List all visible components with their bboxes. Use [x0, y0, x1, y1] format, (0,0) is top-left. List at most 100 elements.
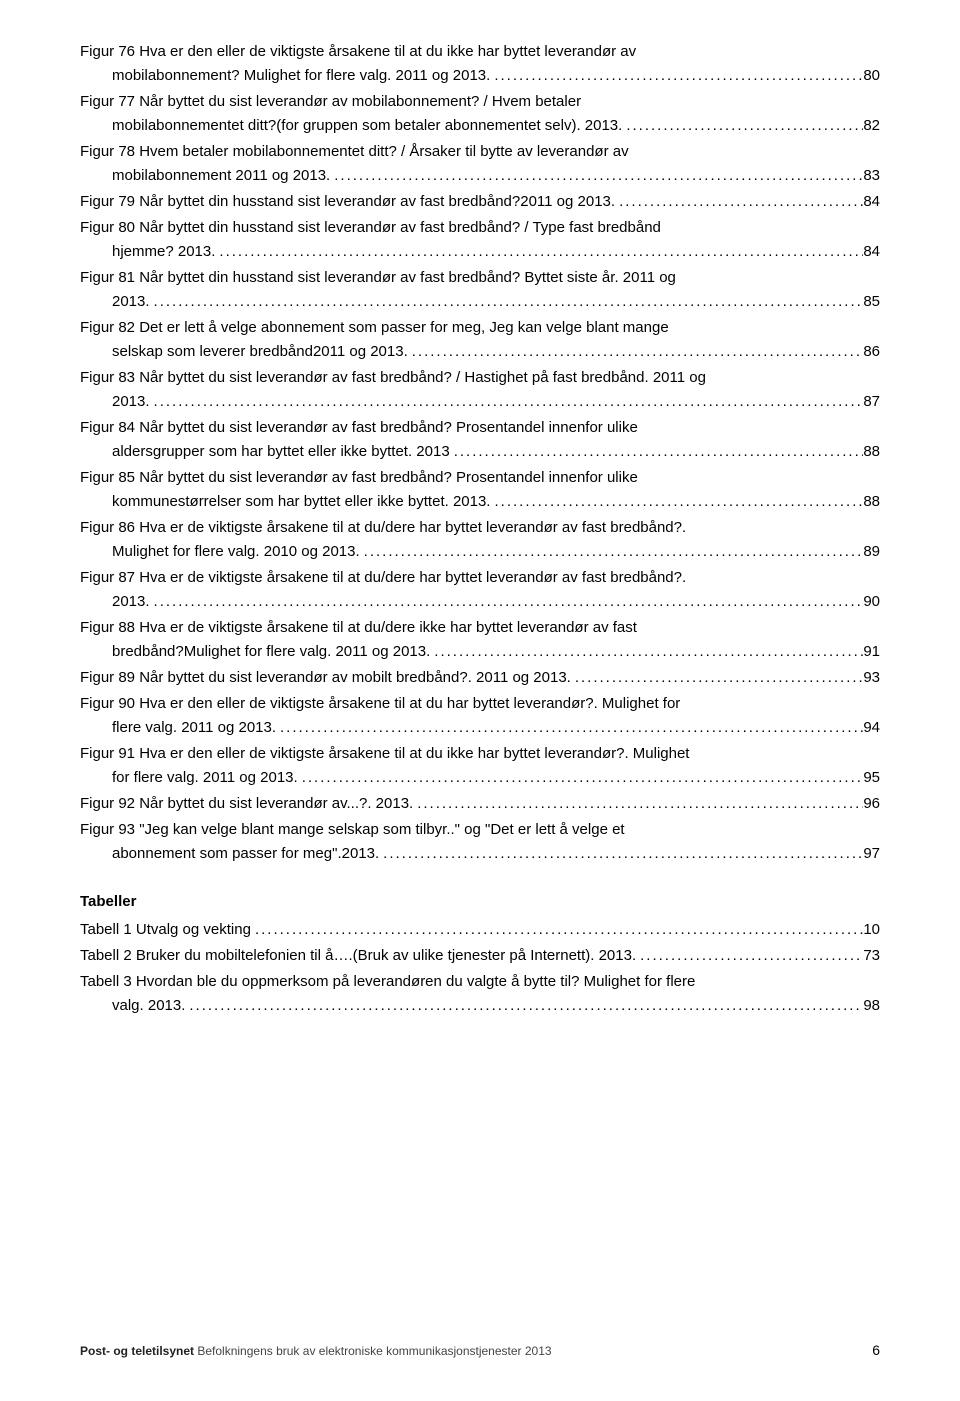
toc-page: 89	[863, 540, 880, 564]
toc-line-cont: mobilabonnement? Mulighet for flere valg…	[80, 64, 880, 88]
toc-content: Figur 76 Hva er den eller de viktigste å…	[80, 40, 880, 866]
toc-leader: ........................................…	[379, 842, 863, 866]
toc-line: Figur 79 Når byttet din husstand sist le…	[80, 190, 880, 214]
toc-page: 10	[863, 918, 880, 942]
toc-line: Figur 82 Det er lett å velge abonnement …	[80, 316, 880, 340]
toc-page: 98	[863, 994, 880, 1018]
page-number: 6	[872, 1339, 880, 1361]
toc-leader: ........................................…	[330, 164, 863, 188]
toc-entry: Figur 88 Hva er de viktigste årsakene ti…	[80, 616, 880, 664]
toc-text: hjemme? 2013.	[112, 240, 215, 264]
toc-line: Figur 78 Hvem betaler mobilabonnementet …	[80, 140, 880, 164]
toc-text: bredbånd?Mulighet for flere valg. 2011 o…	[112, 640, 430, 664]
toc-text: Figur 79 Når byttet din husstand sist le…	[80, 190, 615, 214]
tables-list: Tabell 1 Utvalg og vekting..............…	[80, 918, 880, 1018]
toc-entry: Figur 91 Hva er den eller de viktigste å…	[80, 742, 880, 790]
toc-text: 2013.	[112, 590, 150, 614]
toc-entry: Figur 81 Når byttet din husstand sist le…	[80, 266, 880, 314]
toc-line: Figur 88 Hva er de viktigste årsakene ti…	[80, 616, 880, 640]
toc-line-cont: kommunestørrelser som har byttet eller i…	[80, 490, 880, 514]
toc-line-cont: valg. 2013..............................…	[80, 994, 880, 1018]
toc-page: 84	[863, 240, 880, 264]
toc-line: Figur 77 Når byttet du sist leverandør a…	[80, 90, 880, 114]
toc-line-cont: Mulighet for flere valg. 2010 og 2013...…	[80, 540, 880, 564]
tables-heading: Tabeller	[80, 890, 880, 914]
toc-text: selskap som leverer bredbånd2011 og 2013…	[112, 340, 408, 364]
toc-leader: ........................................…	[251, 918, 863, 942]
toc-line: Figur 90 Hva er den eller de viktigste å…	[80, 692, 880, 716]
toc-page: 95	[863, 766, 880, 790]
toc-leader: ........................................…	[430, 640, 863, 664]
toc-leader: ........................................…	[276, 716, 863, 740]
toc-line-cont: mobilabonnement 2011 og 2013............…	[80, 164, 880, 188]
toc-page: 90	[863, 590, 880, 614]
toc-leader: ........................................…	[450, 440, 864, 464]
toc-entry: Figur 84 Når byttet du sist leverandør a…	[80, 416, 880, 464]
toc-line: Figur 85 Når byttet du sist leverandør a…	[80, 466, 880, 490]
toc-line: Figur 91 Hva er den eller de viktigste å…	[80, 742, 880, 766]
toc-line: Figur 81 Når byttet din husstand sist le…	[80, 266, 880, 290]
toc-line: Figur 89 Når byttet du sist leverandør a…	[80, 666, 880, 690]
toc-line: Figur 93 "Jeg kan velge blant mange sels…	[80, 818, 880, 842]
toc-line: Tabell 2 Bruker du mobiltelefonien til å…	[80, 944, 880, 968]
toc-line: Figur 86 Hva er de viktigste årsakene ti…	[80, 516, 880, 540]
toc-entry: Figur 79 Når byttet din husstand sist le…	[80, 190, 880, 214]
toc-page: 88	[863, 440, 880, 464]
toc-line: Tabell 1 Utvalg og vekting..............…	[80, 918, 880, 942]
toc-page: 84	[863, 190, 880, 214]
toc-text: 2013.	[112, 290, 150, 314]
toc-line-cont: flere valg. 2011 og 2013................…	[80, 716, 880, 740]
toc-entry: Figur 77 Når byttet du sist leverandør a…	[80, 90, 880, 138]
toc-page: 91	[863, 640, 880, 664]
toc-entry: Tabell 2 Bruker du mobiltelefonien til å…	[80, 944, 880, 968]
toc-leader: ........................................…	[622, 114, 863, 138]
toc-line: Figur 92 Når byttet du sist leverandør a…	[80, 792, 880, 816]
toc-leader: ........................................…	[150, 390, 864, 414]
toc-leader: ........................................…	[615, 190, 863, 214]
toc-text: Tabell 1 Utvalg og vekting	[80, 918, 251, 942]
toc-entry: Figur 78 Hvem betaler mobilabonnementet …	[80, 140, 880, 188]
toc-page: 80	[863, 64, 880, 88]
toc-page: 73	[863, 944, 880, 968]
toc-text: 2013.	[112, 390, 150, 414]
toc-entry: Figur 89 Når byttet du sist leverandør a…	[80, 666, 880, 690]
toc-entry: Tabell 3 Hvordan ble du oppmerksom på le…	[80, 970, 880, 1018]
toc-text: Figur 92 Når byttet du sist leverandør a…	[80, 792, 413, 816]
toc-leader: ........................................…	[150, 590, 864, 614]
toc-line: Figur 84 Når byttet du sist leverandør a…	[80, 416, 880, 440]
footer-org: Post- og teletilsynet	[80, 1344, 194, 1358]
toc-page: 83	[863, 164, 880, 188]
toc-entry: Figur 93 "Jeg kan velge blant mange sels…	[80, 818, 880, 866]
toc-leader: ........................................…	[408, 340, 864, 364]
toc-page: 82	[863, 114, 880, 138]
toc-leader: ........................................…	[298, 766, 864, 790]
toc-line: Tabell 3 Hvordan ble du oppmerksom på le…	[80, 970, 880, 994]
toc-text: mobilabonnement 2011 og 2013.	[112, 164, 330, 188]
toc-entry: Figur 85 Når byttet du sist leverandør a…	[80, 466, 880, 514]
toc-line-cont: mobilabonnementet ditt?(for gruppen som …	[80, 114, 880, 138]
toc-entry: Figur 80 Når byttet din husstand sist le…	[80, 216, 880, 264]
toc-text: mobilabonnement? Mulighet for flere valg…	[112, 64, 490, 88]
toc-line: Figur 87 Hva er de viktigste årsakene ti…	[80, 566, 880, 590]
toc-entry: Figur 76 Hva er den eller de viktigste å…	[80, 40, 880, 88]
toc-line-cont: hjemme? 2013............................…	[80, 240, 880, 264]
toc-entry: Figur 90 Hva er den eller de viktigste å…	[80, 692, 880, 740]
toc-line: Figur 76 Hva er den eller de viktigste å…	[80, 40, 880, 64]
toc-text: abonnement som passer for meg".2013.	[112, 842, 379, 866]
toc-line: Figur 83 Når byttet du sist leverandør a…	[80, 366, 880, 390]
toc-text: flere valg. 2011 og 2013.	[112, 716, 276, 740]
toc-text: Mulighet for flere valg. 2010 og 2013.	[112, 540, 360, 564]
toc-entry: Figur 86 Hva er de viktigste årsakene ti…	[80, 516, 880, 564]
toc-text: kommunestørrelser som har byttet eller i…	[112, 490, 490, 514]
toc-text: Figur 89 Når byttet du sist leverandør a…	[80, 666, 571, 690]
toc-line-cont: selskap som leverer bredbånd2011 og 2013…	[80, 340, 880, 364]
toc-page: 86	[863, 340, 880, 364]
toc-leader: ........................................…	[413, 792, 863, 816]
toc-line-cont: for flere valg. 2011 og 2013............…	[80, 766, 880, 790]
toc-page: 85	[863, 290, 880, 314]
toc-line-cont: 2013....................................…	[80, 290, 880, 314]
toc-leader: ........................................…	[360, 540, 864, 564]
toc-line-cont: bredbånd?Mulighet for flere valg. 2011 o…	[80, 640, 880, 664]
toc-page: 93	[863, 666, 880, 690]
toc-text: aldersgrupper som har byttet eller ikke …	[112, 440, 450, 464]
